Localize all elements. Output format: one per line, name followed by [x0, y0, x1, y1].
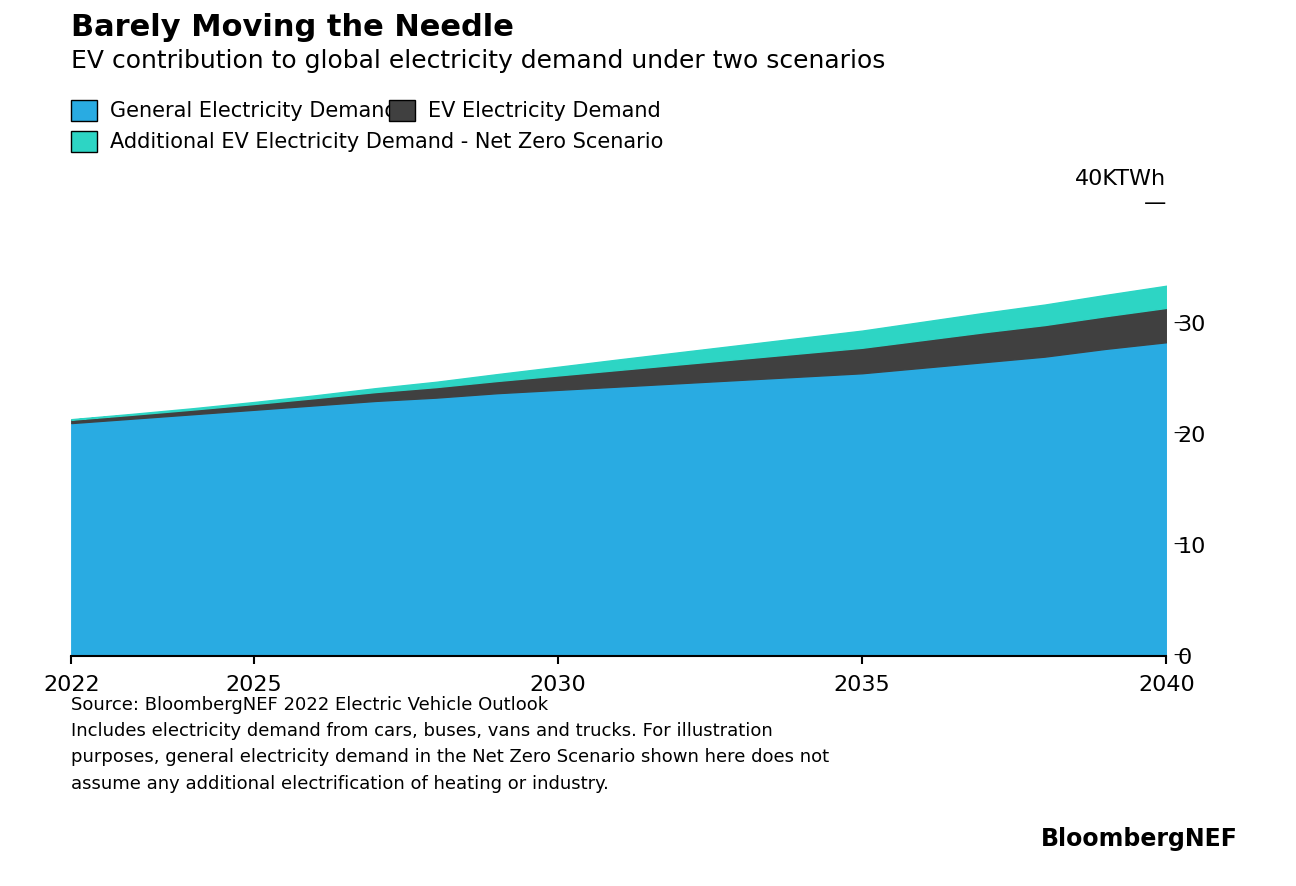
Text: Additional EV Electricity Demand - Net Zero Scenario: Additional EV Electricity Demand - Net Z…	[110, 132, 664, 152]
Text: BloombergNEF: BloombergNEF	[1041, 827, 1238, 851]
Text: 40KTWh
—: 40KTWh —	[1076, 169, 1166, 213]
Text: General Electricity Demand: General Electricity Demand	[110, 101, 398, 120]
Text: —: —	[1173, 427, 1187, 441]
Text: Source: BloombergNEF 2022 Electric Vehicle Outlook
Includes electricity demand f: Source: BloombergNEF 2022 Electric Vehic…	[71, 696, 829, 793]
Text: —: —	[1173, 649, 1187, 663]
Text: EV contribution to global electricity demand under two scenarios: EV contribution to global electricity de…	[71, 49, 885, 73]
Text: —: —	[1173, 316, 1187, 330]
Text: EV Electricity Demand: EV Electricity Demand	[428, 101, 661, 120]
Text: Barely Moving the Needle: Barely Moving the Needle	[71, 13, 515, 43]
Text: —: —	[1173, 538, 1187, 552]
